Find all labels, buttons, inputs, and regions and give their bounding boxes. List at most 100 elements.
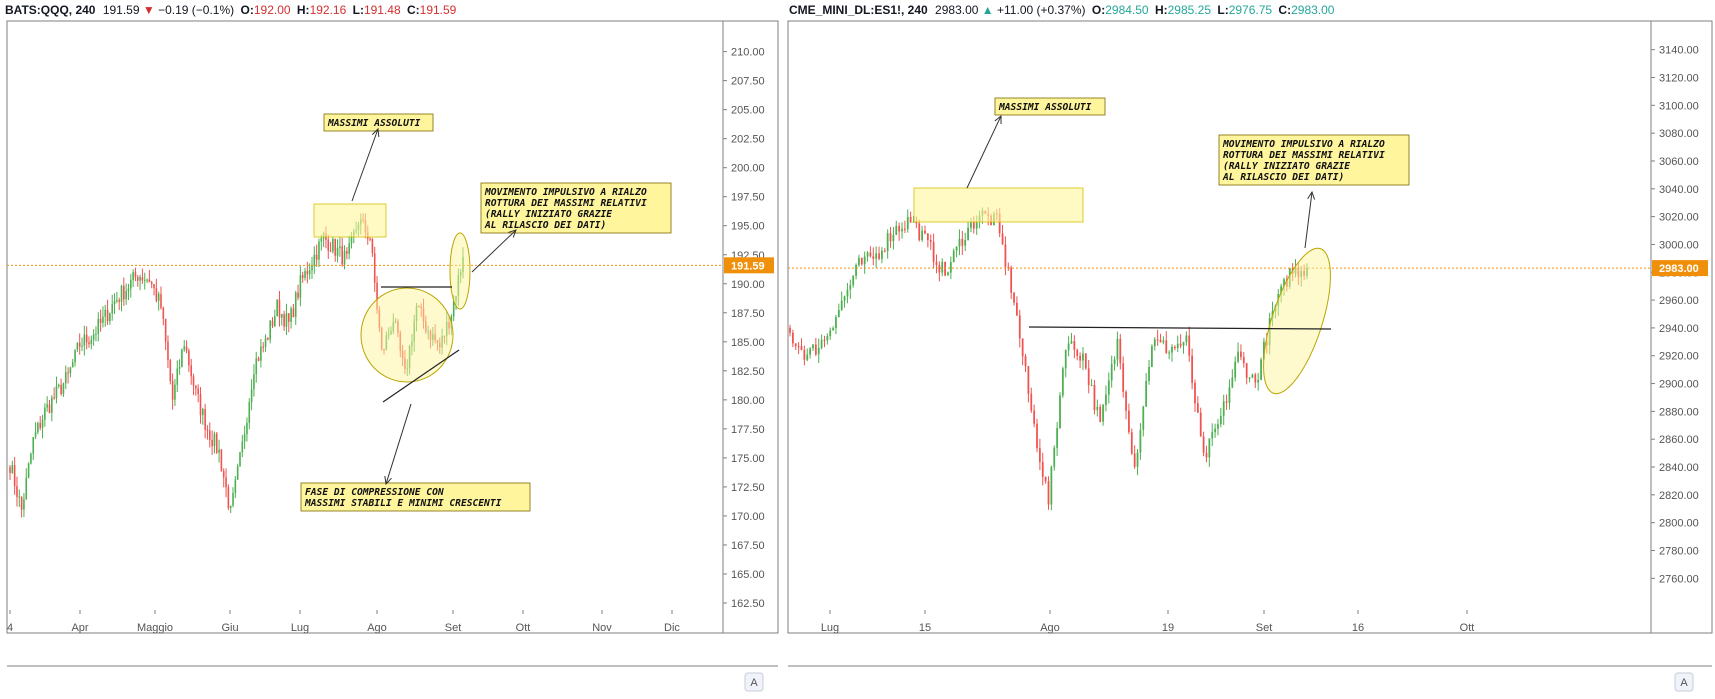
candle-body [826, 336, 829, 341]
time-tick-label: Set [445, 622, 462, 634]
candle [208, 422, 211, 448]
annotation-text: AL RILASCIO DEI DATI) [1222, 172, 1344, 183]
candle [1260, 357, 1262, 381]
candle [852, 275, 855, 288]
candle-body [257, 358, 260, 361]
candle [1145, 373, 1148, 407]
candle-body [947, 272, 949, 276]
candle-body [898, 225, 901, 232]
candle [1107, 372, 1110, 404]
candle-body [292, 308, 295, 318]
price-tick-label: 2780.00 [1659, 545, 1699, 557]
candle-body [218, 449, 220, 453]
candle-body [241, 441, 244, 453]
candle-body [16, 486, 18, 497]
candle [123, 277, 125, 306]
candle-body [164, 318, 167, 342]
candle-body [239, 452, 241, 467]
price-tick-label: 3020.00 [1659, 212, 1699, 224]
price-tick-label: 200.00 [731, 163, 765, 175]
time-tick-label: 4 [7, 622, 13, 634]
candle-body [1202, 436, 1205, 453]
candle [1159, 333, 1162, 343]
candle-body [1208, 438, 1211, 458]
candle [1162, 336, 1165, 345]
left-symbol[interactable]: BATS:QQQ, 240 [5, 3, 96, 17]
candle-body [83, 334, 86, 346]
candle [1240, 344, 1242, 361]
candle [1125, 390, 1127, 420]
candle-body [886, 233, 889, 251]
candle-body [53, 397, 55, 399]
candle [840, 291, 843, 311]
right-chart-svg[interactable]: 3140.00 3120.00 3100.00 3080.00 3060.00 3040.… [785, 0, 1715, 699]
time-tick-label: 15 [919, 622, 931, 634]
candle-body [1191, 355, 1194, 383]
price-tick-label: 190.00 [731, 279, 765, 291]
right-auto-scale-button[interactable]: A [1674, 672, 1694, 692]
candle [199, 387, 202, 424]
candle [1070, 333, 1073, 345]
candle-body [1128, 410, 1130, 433]
annotation-text: ROTTURA DEI MASSIMI RELATIVI [485, 198, 647, 209]
left-chart-svg[interactable]: 210.00 207.50 205.00 202.50 200.00 197.50 195.… [0, 0, 785, 699]
candle-body [803, 349, 806, 360]
candle-body [227, 487, 230, 509]
right-symbol[interactable]: CME_MINI_DL:ES1!, 240 [789, 3, 928, 17]
left-open-label: O: [240, 3, 254, 17]
candle-body [1199, 412, 1202, 437]
candle [44, 403, 46, 427]
candle-body [320, 238, 323, 242]
candle [1196, 396, 1199, 413]
left-price-axis: 210.00 207.50 205.00 202.50 200.00 197.50 195.… [723, 47, 765, 610]
candle [1079, 352, 1081, 369]
price-tick-label: 205.00 [731, 105, 765, 117]
candle-body [1076, 349, 1079, 356]
candle [1001, 224, 1004, 245]
candle [225, 468, 227, 498]
candle-body [972, 221, 975, 229]
right-high: 2985.25 [1167, 3, 1212, 17]
candle-body [1225, 401, 1228, 403]
candle [132, 269, 134, 287]
annotation-box [1218, 134, 1410, 186]
candle-body [1079, 355, 1081, 361]
price-tick-label: 2820.00 [1659, 490, 1699, 502]
candle-body [794, 343, 797, 347]
candle-body [1038, 448, 1041, 463]
candle [886, 229, 889, 259]
candle-body [1090, 384, 1093, 386]
candle-body [823, 339, 826, 341]
candle [1093, 380, 1096, 415]
candle-body [160, 293, 162, 308]
candle [889, 226, 892, 248]
candle [1018, 309, 1021, 348]
candle-body [812, 344, 814, 349]
candle-body [71, 362, 74, 368]
candle-body [1102, 404, 1104, 422]
candle [171, 373, 174, 410]
candle [16, 476, 18, 507]
candle-body [157, 293, 160, 301]
candle [185, 340, 188, 354]
candle [1205, 445, 1208, 463]
candle-body [281, 314, 283, 318]
candle [34, 422, 37, 440]
candle [789, 324, 791, 337]
candle-body [171, 380, 174, 400]
price-tick-label: 207.50 [731, 76, 765, 88]
price-tick-label: 3000.00 [1659, 239, 1699, 251]
left-high-label: H: [296, 3, 310, 17]
right-plot-frame [787, 20, 1713, 634]
candle-body [111, 304, 114, 314]
left-auto-scale-button[interactable]: A [744, 672, 764, 692]
candle [264, 334, 267, 352]
price-tick-label: 182.50 [731, 366, 765, 378]
candle [178, 359, 181, 375]
candle-body [1142, 406, 1145, 430]
candle-body [935, 261, 938, 266]
candle [1061, 366, 1064, 398]
time-tick-label: 19 [1162, 622, 1174, 634]
candle [348, 235, 350, 260]
candle-body [1205, 452, 1208, 458]
